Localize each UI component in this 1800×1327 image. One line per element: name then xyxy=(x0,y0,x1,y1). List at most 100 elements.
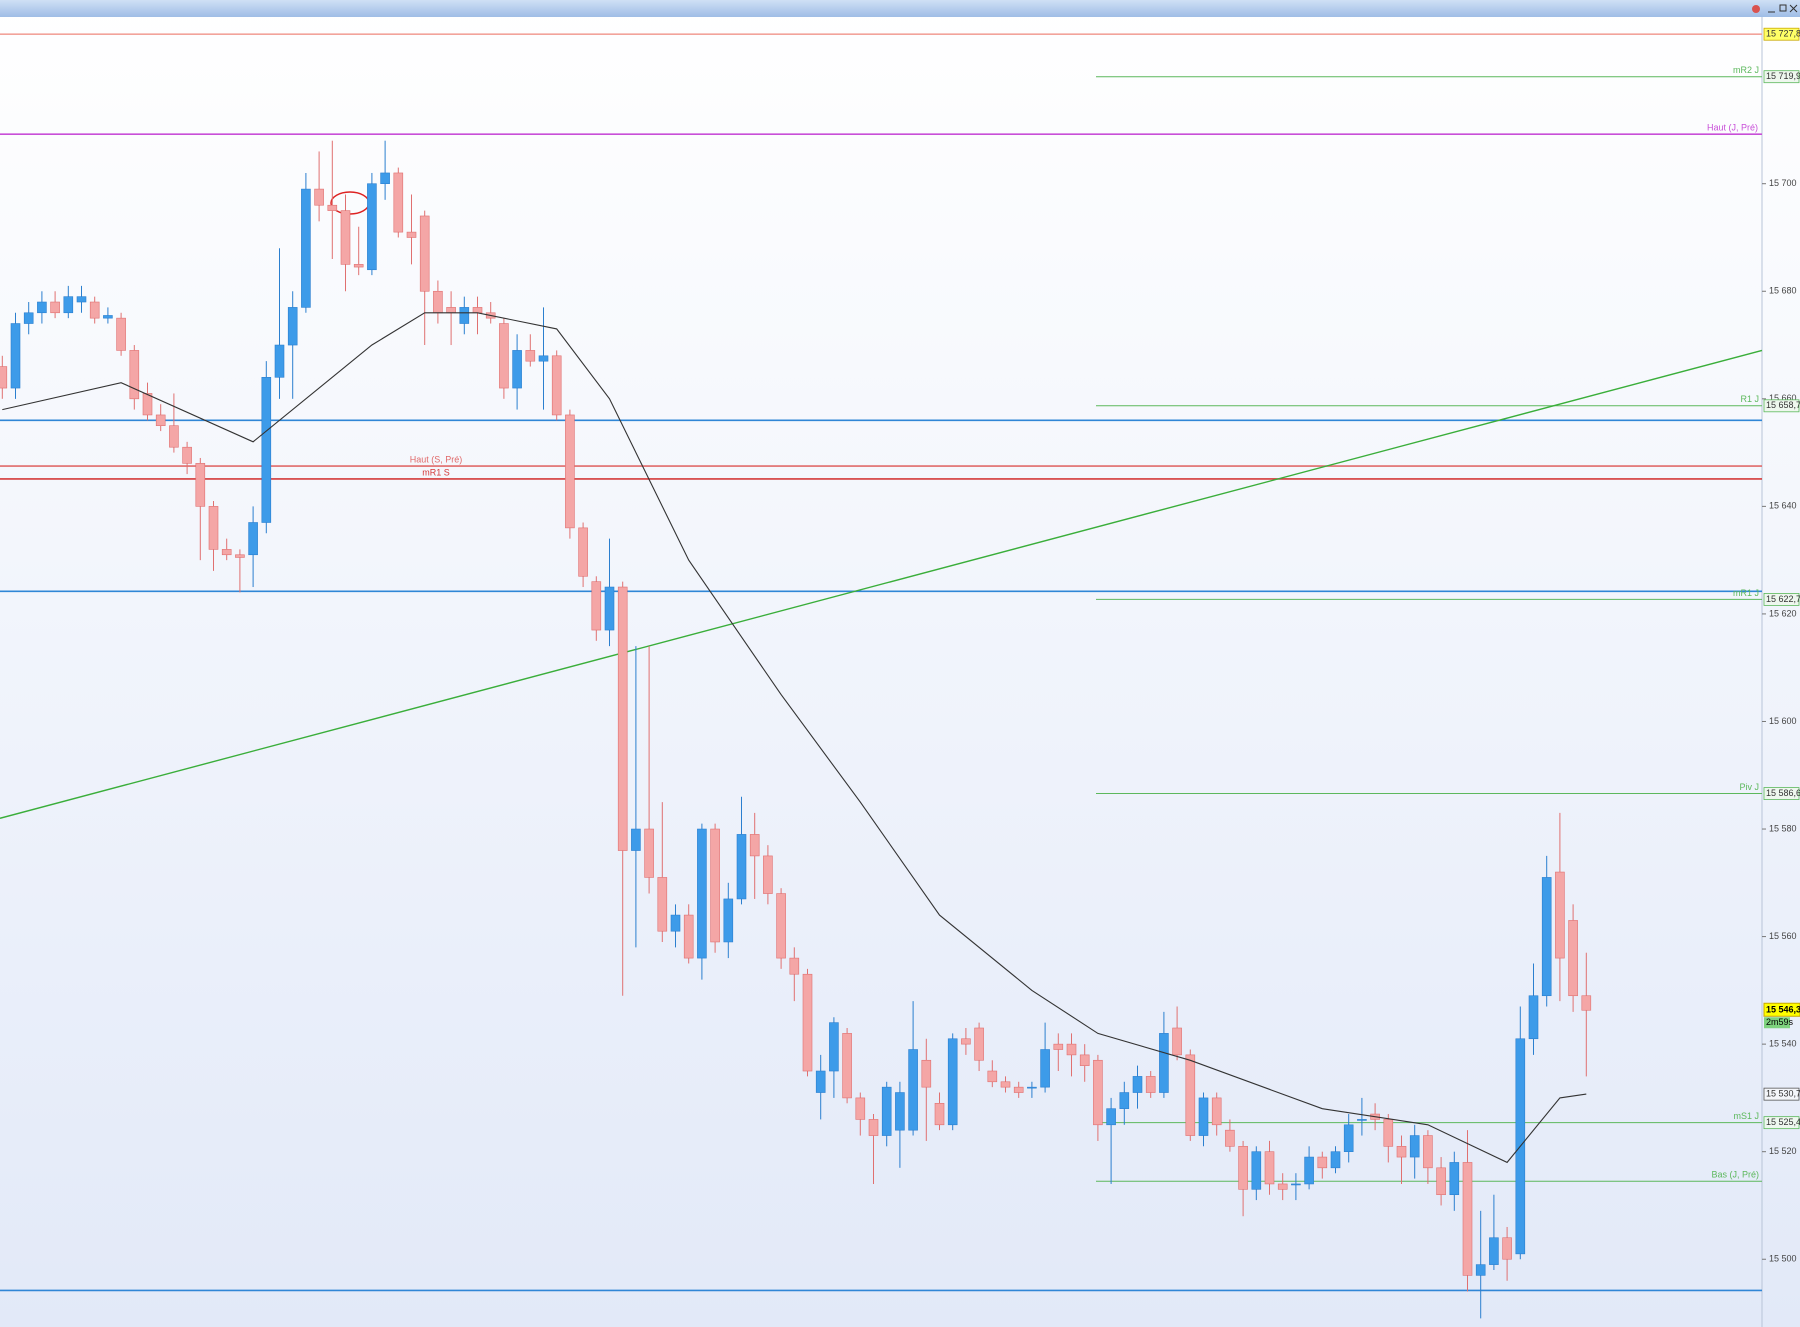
current-price: 15 546,3 xyxy=(1766,1005,1800,1015)
y-tick-label: 15 700 xyxy=(1769,178,1797,188)
pivot-price-box xyxy=(1763,1116,1800,1130)
candle-body xyxy=(419,215,430,292)
candle-body xyxy=(1211,1097,1222,1126)
candle-body xyxy=(248,522,258,556)
candle-body xyxy=(1040,1049,1050,1088)
window-controls[interactable] xyxy=(1752,4,1798,13)
candle-body xyxy=(974,1027,984,1061)
candle-body xyxy=(1317,1156,1328,1169)
candle-body xyxy=(947,1038,958,1126)
restore[interactable] xyxy=(1779,4,1787,12)
pivot-price: 15 719,9 xyxy=(1766,71,1800,81)
candle-body xyxy=(1106,1108,1116,1126)
level-label: Haut (J, Pré) xyxy=(1707,123,1758,133)
candle-body xyxy=(195,463,206,507)
candle-body xyxy=(1132,1076,1143,1093)
candle-body xyxy=(406,231,417,238)
pivot-label: R1 J xyxy=(1740,394,1759,404)
y-tick-label: 15 500 xyxy=(1769,1254,1797,1264)
candle-body xyxy=(1159,1033,1169,1093)
candle-body xyxy=(1502,1237,1512,1260)
y-tick-label: 15 660 xyxy=(1769,393,1797,403)
candle-body xyxy=(604,586,615,631)
candle-body xyxy=(1396,1146,1407,1158)
candle-body xyxy=(1489,1237,1499,1265)
candle-body xyxy=(380,172,390,185)
candle-body xyxy=(182,446,192,464)
candle-body xyxy=(367,183,377,271)
candle-body xyxy=(987,1070,998,1083)
candle-body xyxy=(1555,871,1565,959)
candle-body xyxy=(657,877,668,932)
candle-body xyxy=(697,828,707,959)
app-icon[interactable] xyxy=(1752,5,1760,13)
candle-body xyxy=(1093,1059,1103,1126)
candle-body xyxy=(1541,877,1552,997)
pivot-label: mR2 J xyxy=(1733,65,1759,75)
trendline xyxy=(0,349,1763,819)
candle-body xyxy=(1475,1264,1486,1276)
candle-body xyxy=(37,301,47,314)
y-tick-label: 15 620 xyxy=(1769,608,1797,618)
pivot-price-box xyxy=(1763,593,1800,606)
candle-body xyxy=(961,1038,971,1045)
candle-body xyxy=(1119,1092,1130,1109)
candle-body xyxy=(710,828,720,943)
candle-body xyxy=(1343,1124,1354,1152)
candle-body xyxy=(103,315,113,319)
y-tick-label: 15 600 xyxy=(1769,716,1797,726)
candle-body xyxy=(1145,1076,1156,1093)
candle-body xyxy=(578,527,588,577)
candle-body xyxy=(670,914,681,932)
candle-body xyxy=(76,296,87,303)
timer: 2m59s xyxy=(1766,1017,1794,1027)
candle-body xyxy=(261,377,272,523)
y-tick-label: 15 640 xyxy=(1769,501,1797,511)
title-bar xyxy=(0,0,1800,17)
candle-body xyxy=(512,350,522,389)
candle-body xyxy=(433,290,443,314)
moving-average xyxy=(2,312,1587,1164)
candle-body xyxy=(208,506,219,550)
pivot-label: mR1 J xyxy=(1733,588,1759,598)
candle-body xyxy=(1357,1119,1367,1121)
candle-body xyxy=(525,350,536,362)
candle-body xyxy=(1304,1156,1314,1185)
candle-body xyxy=(908,1049,918,1131)
candle-body xyxy=(1000,1081,1011,1088)
candle-body xyxy=(1198,1097,1209,1136)
candle-body xyxy=(842,1033,852,1099)
pivot-price: 15 586,6 xyxy=(1766,788,1800,798)
candle-body xyxy=(142,393,153,416)
candle-body xyxy=(644,828,654,878)
candle-body xyxy=(631,828,641,851)
candle-body xyxy=(1079,1054,1090,1066)
candle-body xyxy=(776,893,786,959)
candle-body xyxy=(1449,1162,1460,1196)
y-tick-label: 15 680 xyxy=(1769,286,1797,296)
candle-body xyxy=(155,414,166,427)
candle-body xyxy=(749,834,760,857)
candle-body xyxy=(1251,1151,1262,1190)
close[interactable] xyxy=(1789,4,1798,13)
level-price: 15 727,8 xyxy=(1766,29,1800,39)
candle-body xyxy=(1383,1119,1394,1147)
y-tick-label: 15 580 xyxy=(1769,823,1797,833)
candle-body xyxy=(1027,1086,1037,1089)
candle-body xyxy=(393,172,404,233)
candle-body xyxy=(314,188,324,206)
candle-body xyxy=(815,1070,826,1093)
candle-body xyxy=(23,312,34,324)
candle-body xyxy=(829,1022,839,1072)
candle-body xyxy=(63,296,74,314)
pivot-price: 15 525,4 xyxy=(1766,1117,1800,1127)
candle-body xyxy=(1277,1183,1288,1190)
candle-body xyxy=(221,549,232,556)
candle-body xyxy=(789,957,800,975)
candle-body xyxy=(10,323,21,389)
ma-price: 15 530,7 xyxy=(1766,1089,1800,1099)
pivot-price-box xyxy=(1763,787,1800,800)
candle-body xyxy=(1013,1086,1024,1093)
candle-body xyxy=(1528,995,1539,1040)
